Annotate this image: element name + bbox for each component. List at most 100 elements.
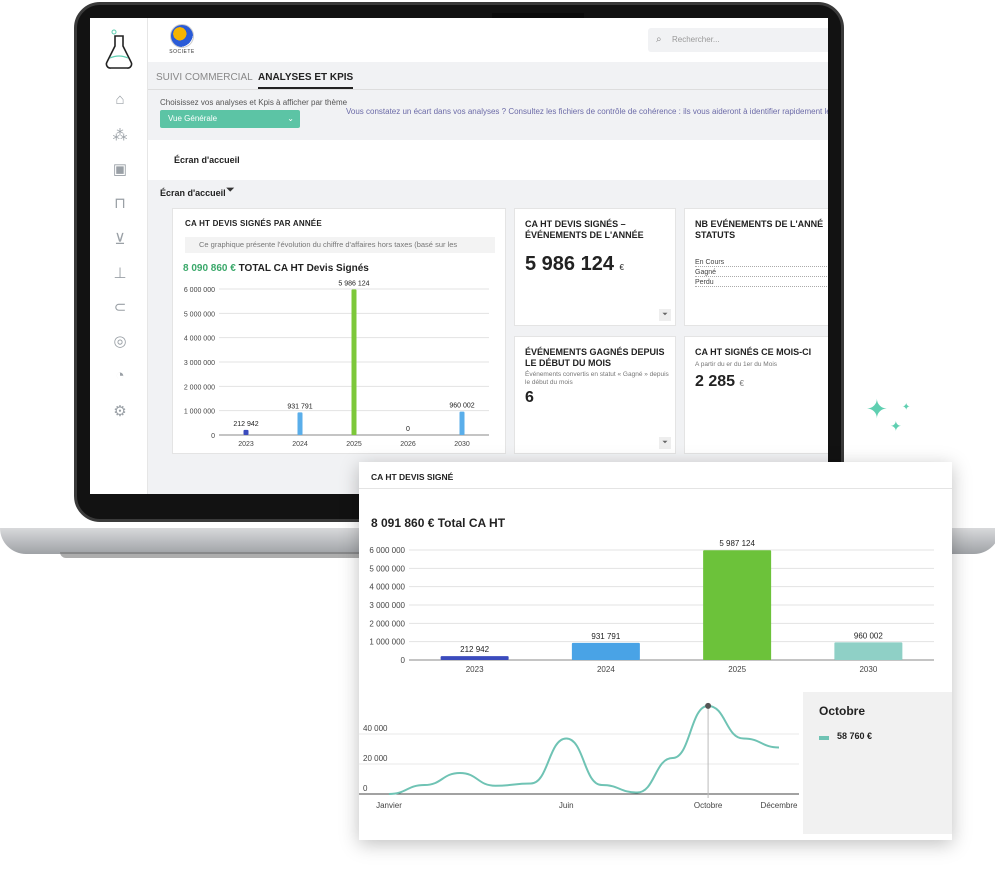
y-tick-label: 6 000 000 — [369, 546, 405, 555]
tab-analyses-kpis[interactable]: ANALYSES ET KPIS — [258, 72, 354, 89]
stopwatch-icon[interactable]: ◔ — [115, 367, 125, 384]
y-tick-label: 40 000 — [363, 724, 388, 733]
app-screen: ⌂ ⁂ ▣ ⊓ ⊻ ⊥ ⊂ ◎ ◔ ⚙ SOCIETE ⌕ Rechercher… — [90, 18, 828, 494]
divider — [359, 488, 952, 489]
search-placeholder: Rechercher... — [672, 35, 720, 44]
x-tick-label: 2024 — [597, 665, 615, 674]
sparkle-icon: ✦ — [890, 418, 902, 434]
total-label: TOTAL CA HT Devis Signés — [238, 263, 369, 274]
filter-icon[interactable]: ⏷ — [226, 184, 235, 196]
bar — [440, 656, 509, 660]
y-tick-label: 0 — [211, 433, 215, 440]
org-chart-icon[interactable]: ⊥ — [113, 265, 127, 282]
bar — [297, 412, 303, 435]
bar-value-label: 212 942 — [460, 645, 489, 654]
tooltip-value: 58 760 € — [837, 731, 873, 741]
coins-icon[interactable]: ◎ — [113, 333, 127, 350]
y-tick-label: 0 — [401, 656, 406, 665]
description-text: Ce graphique présente l'évolution du chi… — [199, 240, 458, 249]
bar — [351, 289, 357, 435]
bar-value-label: 931 791 — [287, 403, 312, 410]
brand-logo-icon — [170, 24, 194, 48]
status-row: Perdu — [695, 279, 828, 287]
kpi-number: 2 285 — [695, 373, 736, 390]
y-tick-label: 2 000 000 — [369, 619, 405, 628]
tab-suivi-commercial[interactable]: SUIVI COMMERCIAL — [156, 72, 253, 83]
cart-icon[interactable]: ⊻ — [114, 231, 126, 248]
bar-value-label: 0 — [406, 426, 410, 433]
kpi-title: CA HT DEVIS SIGNÉS – ÉVÉNEMENTS DE L'ANN… — [525, 219, 644, 240]
kpi-unit: € — [619, 263, 624, 272]
tooltip-month: Octobre — [819, 704, 866, 718]
team-icon[interactable]: ⁂ — [112, 127, 128, 144]
x-tick-label: 2023 — [466, 665, 484, 674]
bar — [459, 411, 465, 435]
card-title: CA HT DEVIS SIGNÉS PAR ANNÉE — [185, 219, 322, 228]
bar-value-label: 5 987 124 — [719, 539, 755, 548]
overlay-card: CA HT DEVIS SIGNÉ 8 091 860 € Total CA H… — [359, 462, 952, 840]
brand-name: SOCIETE — [169, 49, 195, 55]
x-tick-label: Janvier — [376, 801, 402, 810]
card-nb-evenements: NB EVÉNEMENTS DE L'ANNÉ STATUTS En Cours… — [684, 208, 828, 326]
y-tick-label: 2 000 000 — [184, 384, 215, 391]
brand-logo[interactable]: SOCIETE — [168, 24, 196, 58]
y-tick-label: 20 000 — [363, 754, 388, 763]
total-value: 8 090 860 € — [183, 263, 236, 274]
chevron-down-icon: ⌄ — [287, 114, 294, 123]
bar-value-label: 212 942 — [233, 421, 258, 428]
home-title: Écran d'accueil — [174, 155, 240, 165]
x-tick-label: 2026 — [400, 441, 416, 448]
status-row: En Cours — [695, 259, 828, 267]
tab-bar: SUIVI COMMERCIAL ANALYSES ET KPIS — [148, 66, 828, 90]
x-tick-label: 2024 — [292, 441, 308, 448]
tooltip-swatch — [819, 736, 829, 740]
x-tick-label: 2023 — [238, 441, 254, 448]
y-tick-label: 1 000 000 — [184, 409, 215, 416]
kpi-value: 2 285 € — [695, 373, 744, 391]
dashboard-title: Écran d'accueil — [160, 188, 226, 198]
theme-select[interactable]: Vue Générale ⌄ — [160, 110, 300, 128]
kpi-unit: € — [739, 379, 744, 388]
x-tick-label: 2025 — [346, 441, 362, 448]
bar-chart-small: 6 000 000 5 000 000 4 000 000 3 000 000 2 00… — [184, 280, 489, 448]
bar-value-label: 960 002 — [449, 403, 474, 410]
settings-user-icon[interactable]: ⚙ — [113, 403, 127, 420]
handshake-icon[interactable]: ⊂ — [113, 299, 127, 316]
y-tick-label: 6 000 000 — [184, 287, 215, 294]
bar — [703, 550, 772, 660]
bar-value-label: 931 791 — [591, 632, 620, 641]
theme-select-value: Vue Générale — [168, 114, 218, 123]
filter-icon[interactable]: ⏷ — [659, 309, 671, 321]
home-icon[interactable]: ⌂ — [115, 91, 125, 108]
y-tick-label: 3 000 000 — [184, 360, 215, 367]
card-description[interactable]: Ce graphique présente l'évolution du chi… — [185, 237, 495, 253]
search-input[interactable]: ⌕ Rechercher... — [648, 28, 828, 52]
bar — [243, 429, 249, 435]
kpi-subtitle: A partir du er du 1er du Mois — [695, 361, 778, 368]
presentation-icon[interactable]: ⊓ — [114, 195, 126, 212]
bar — [571, 642, 640, 660]
card-total: 8 090 860 € TOTAL CA HT Devis Signés — [183, 263, 369, 274]
filter-icon[interactable]: ⏷ — [659, 437, 671, 449]
x-tick-label: 2030 — [859, 665, 877, 674]
status-row: Gagné — [695, 269, 828, 277]
x-tick-label: Décembre — [761, 801, 798, 810]
y-tick-label: 4 000 000 — [184, 336, 215, 343]
kpi-title: NB EVÉNEMENTS DE L'ANNÉ STATUTS — [695, 219, 824, 240]
calendar-icon[interactable]: ▣ — [112, 161, 128, 178]
overlay-total: 8 091 860 € Total CA HT — [371, 516, 506, 530]
sparkle-icon: ✦ — [902, 402, 911, 413]
kpi-value: 6 — [525, 389, 534, 406]
consistency-notice[interactable]: Vous constatez un écart dans vos analyse… — [346, 107, 828, 116]
kpi-value: 5 986 124 € — [525, 253, 624, 276]
x-tick-label: 2025 — [728, 665, 746, 674]
kpi-title: ÉVÉNEMENTS GAGNÉS DEPUIS LE DÉBUT DU MOI… — [525, 347, 665, 368]
home-section: Écran d'accueil — [148, 140, 828, 180]
flask-logo-icon[interactable] — [104, 28, 134, 72]
line-chart: 40 000 20 000 0 Janvier Juin Octobre Décembre — [359, 702, 799, 810]
chart-tooltip: Octobre 58 760 € — [803, 692, 952, 834]
card-evenements-gagnes: ÉVÉNEMENTS GAGNÉS DEPUIS LE DÉBUT DU MOI… — [514, 336, 676, 454]
theme-label: Choisissez vos analyses et Kpis à affich… — [160, 98, 348, 107]
y-tick-label: 5 000 000 — [369, 564, 405, 573]
